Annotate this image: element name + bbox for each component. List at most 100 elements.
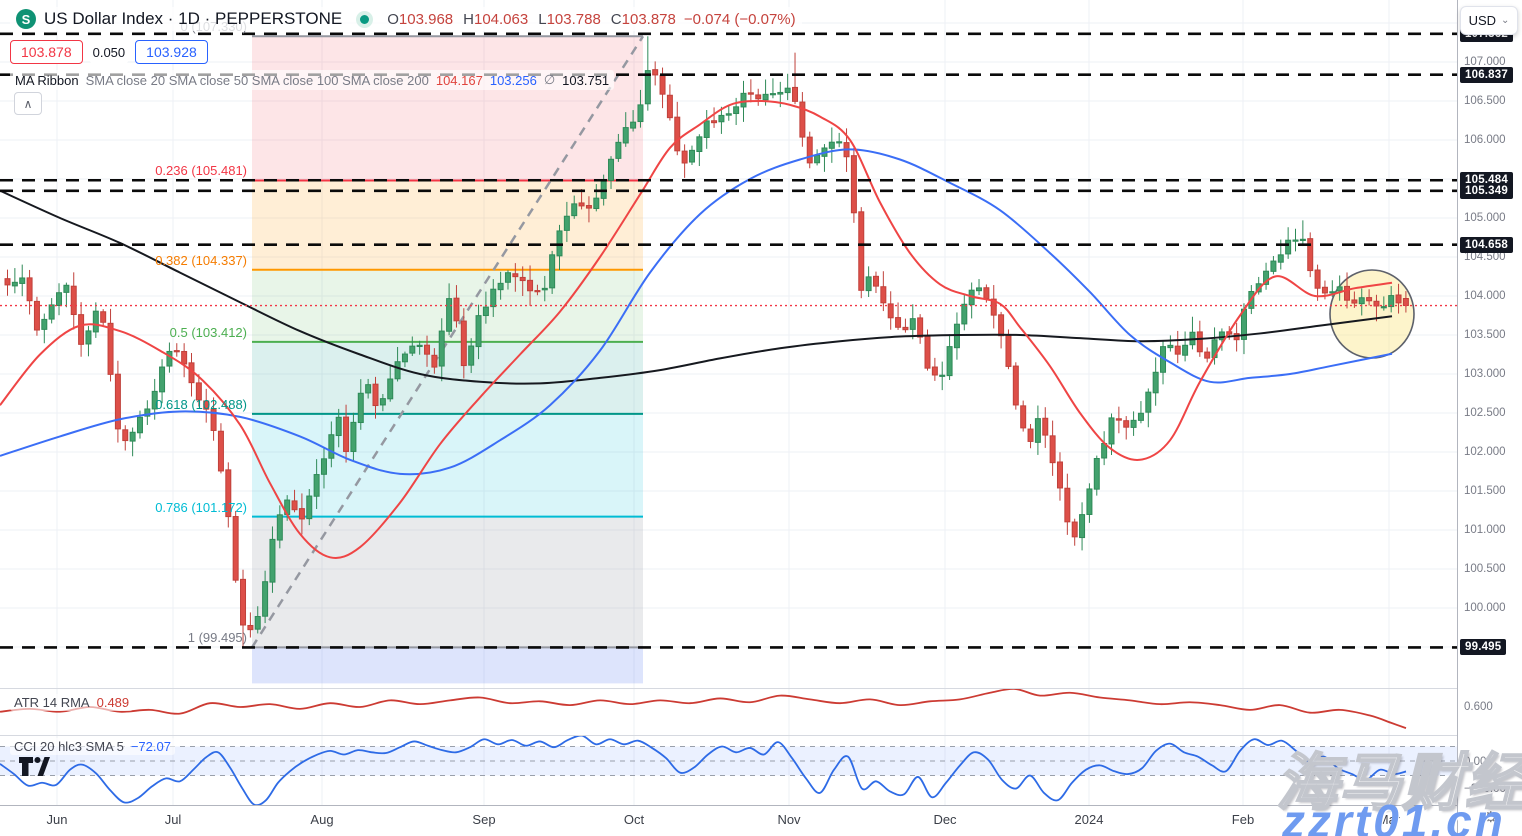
candle-body bbox=[644, 70, 651, 105]
tradingview-logo-icon[interactable] bbox=[18, 756, 50, 777]
pane-separator-cci[interactable] bbox=[0, 735, 1522, 736]
month-label-Aug: Aug bbox=[310, 812, 334, 827]
symbol-header[interactable]: S US Dollar Index · 1D · PEPPERSTONE O10… bbox=[10, 7, 802, 31]
candle-body bbox=[33, 300, 40, 331]
candle-body bbox=[107, 322, 114, 375]
candles bbox=[4, 36, 1409, 647]
candle-body bbox=[696, 136, 703, 153]
candle-body bbox=[1079, 514, 1086, 539]
candle-body bbox=[1174, 345, 1181, 355]
month-label-Mar: Mar bbox=[1377, 812, 1401, 827]
candle-body bbox=[806, 136, 813, 164]
price-tick: 104.000 bbox=[1464, 290, 1506, 302]
candle-body bbox=[320, 458, 327, 475]
candle-body bbox=[41, 318, 48, 330]
price-axis-border bbox=[1457, 0, 1458, 836]
candle-body bbox=[328, 434, 335, 459]
candle-body bbox=[1204, 351, 1211, 359]
change-value: −0.074 (−0.07%) bbox=[683, 10, 796, 28]
candle-body bbox=[637, 104, 644, 123]
candle-body bbox=[1277, 254, 1284, 263]
sma20-line[interactable] bbox=[0, 99, 1393, 559]
candle-body bbox=[298, 508, 305, 520]
candle-body bbox=[173, 350, 180, 353]
candle-body bbox=[276, 514, 283, 541]
axis-settings-gear-icon[interactable]: ⚙ bbox=[1484, 809, 1498, 826]
candle-body bbox=[872, 275, 879, 287]
candle-body bbox=[1218, 331, 1225, 341]
price-axis[interactable]: 107.000 106.500 106.000 105.000 104.500 104.0… bbox=[1458, 0, 1522, 836]
candle-body bbox=[1034, 418, 1041, 443]
pane-separator-atr[interactable] bbox=[0, 688, 1522, 689]
candle-body bbox=[210, 409, 217, 431]
candle-body bbox=[490, 288, 497, 308]
candle-body bbox=[659, 75, 666, 95]
candle-body bbox=[48, 304, 55, 320]
price-tick: 103.500 bbox=[1464, 329, 1506, 341]
sma50-line[interactable] bbox=[0, 148, 1393, 476]
sell-button[interactable]: 103.878 bbox=[10, 40, 83, 64]
candle-body bbox=[1402, 297, 1409, 307]
candle-body bbox=[961, 303, 968, 325]
candle-body bbox=[254, 616, 261, 630]
candle-body bbox=[453, 297, 460, 322]
currency-dropdown[interactable]: USD ⌄ bbox=[1460, 6, 1518, 35]
candle-body bbox=[166, 350, 173, 367]
candle-body bbox=[424, 344, 431, 355]
candle-body bbox=[740, 92, 747, 108]
atr-line[interactable] bbox=[0, 689, 1407, 729]
candle-body bbox=[1042, 417, 1049, 436]
month-label-Oct: Oct bbox=[623, 812, 645, 827]
candle-body bbox=[836, 141, 843, 144]
candle-body bbox=[1130, 419, 1137, 428]
time-axis[interactable]: Jun Jul Aug Sep Oct Nov Dec 2024 Feb Mar bbox=[0, 806, 1457, 836]
candle-body bbox=[114, 373, 121, 430]
price-tick: 102.500 bbox=[1464, 407, 1506, 419]
buy-button[interactable]: 103.928 bbox=[135, 40, 208, 64]
chart-canvas[interactable] bbox=[0, 0, 1457, 805]
atr-legend-name: ATR 14 RMA bbox=[14, 695, 90, 710]
candle-body bbox=[1020, 405, 1027, 429]
candle-body bbox=[1145, 391, 1152, 413]
candle-body bbox=[1086, 488, 1093, 515]
candle-body bbox=[136, 416, 143, 434]
candle-body bbox=[350, 421, 357, 452]
candle-body bbox=[1336, 286, 1343, 292]
collapse-legend-button[interactable]: ∧ bbox=[14, 92, 42, 115]
candle-body bbox=[1307, 238, 1314, 272]
candle-body bbox=[468, 345, 475, 366]
candle-body bbox=[401, 353, 408, 363]
candle-body bbox=[1049, 435, 1056, 464]
candle-body bbox=[1108, 417, 1115, 445]
symbol-title[interactable]: US Dollar Index · 1D · PEPPERSTONE bbox=[44, 9, 343, 28]
cci-legend: CCI 20 hlc3 SMA 5 −72.07 bbox=[10, 738, 175, 755]
candle-body bbox=[1321, 286, 1328, 294]
candle-body bbox=[379, 398, 386, 406]
atr-pane[interactable] bbox=[0, 0, 1407, 805]
candle-body bbox=[549, 254, 556, 289]
candle-body bbox=[769, 93, 776, 96]
cci-line[interactable] bbox=[0, 736, 1407, 805]
month-label-Dec: Dec bbox=[933, 812, 957, 827]
candle-body bbox=[1064, 487, 1071, 523]
highlight-circle[interactable] bbox=[1329, 269, 1415, 359]
price-pane[interactable] bbox=[0, 0, 1457, 805]
candle-body bbox=[262, 581, 269, 617]
fib-trend-line[interactable] bbox=[250, 35, 645, 649]
sma200-line[interactable] bbox=[0, 189, 1393, 385]
symbol-logo-icon[interactable]: S bbox=[16, 9, 36, 29]
spread-value: 0.050 bbox=[88, 41, 130, 63]
candle-body bbox=[409, 345, 416, 354]
ma-value-2: ∅ bbox=[543, 72, 556, 87]
price-tick: 101.500 bbox=[1464, 485, 1506, 497]
candle-body bbox=[159, 366, 166, 393]
candle-body bbox=[1005, 334, 1012, 367]
month-label-2024: 2024 bbox=[1074, 812, 1104, 827]
candle-body bbox=[1395, 294, 1402, 304]
trade-panel: 103.878 0.050 103.928 bbox=[10, 40, 208, 64]
candle-body bbox=[1056, 461, 1063, 489]
cci-pane[interactable] bbox=[0, 0, 1457, 805]
candle-body bbox=[571, 203, 578, 217]
fib-band bbox=[252, 413, 643, 517]
fib-label-0.5: 0.5 (103.412) bbox=[169, 324, 247, 340]
